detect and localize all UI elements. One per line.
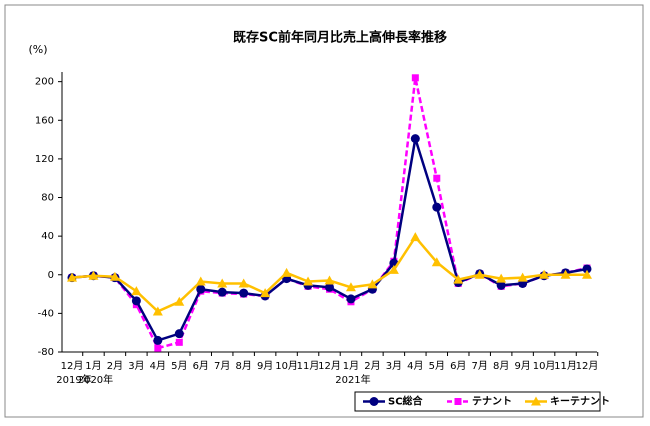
data-point	[196, 284, 206, 294]
data-point	[174, 296, 185, 306]
y-tick-label: 160	[35, 115, 54, 126]
data-point	[432, 202, 442, 212]
data-point	[582, 264, 592, 274]
y-tick-label: 0	[48, 270, 54, 281]
year-label: 2021年	[335, 373, 370, 386]
x-tick-label: 6月	[193, 360, 209, 372]
data-point	[88, 270, 99, 280]
x-tick-label: 4月	[407, 360, 423, 372]
data-point	[345, 282, 356, 292]
data-point	[433, 174, 441, 182]
data-point	[496, 280, 506, 290]
legend-label: SC総合	[388, 395, 424, 408]
chart-frame	[4, 4, 644, 418]
x-tick-label: 2月	[364, 360, 380, 372]
x-tick-label: 12月	[61, 360, 84, 372]
x-tick-label: 1月	[85, 360, 101, 372]
x-tick-label: 10月	[533, 360, 556, 372]
x-tick-label: 7月	[214, 360, 230, 372]
data-point	[131, 296, 141, 306]
legend-marker	[369, 397, 379, 406]
chart-title: 既存SC前年同月比売上高伸長率推移	[233, 30, 447, 46]
y-axis-label: (%)	[28, 43, 47, 56]
year-label: 2019年	[56, 373, 91, 386]
x-tick-label: 10月	[275, 360, 298, 372]
x-tick-label: 12月	[318, 360, 341, 372]
x-tick-label: 8月	[493, 360, 509, 372]
data-point	[195, 276, 206, 286]
y-tick-label: 40	[41, 231, 54, 242]
data-point	[388, 264, 399, 274]
data-point	[431, 257, 442, 267]
data-point	[152, 306, 163, 316]
x-tick-label: 3月	[386, 360, 402, 372]
legend-marker	[531, 396, 541, 406]
legend-label: キーテナント	[550, 396, 610, 408]
x-tick-label: 9月	[514, 360, 530, 372]
data-point	[109, 271, 120, 281]
data-point	[410, 134, 420, 144]
data-point	[474, 269, 485, 279]
x-tick-label: 8月	[235, 360, 251, 372]
x-tick-label: 6月	[450, 360, 466, 372]
data-point	[582, 269, 592, 279]
data-point	[411, 74, 419, 82]
data-point	[560, 269, 571, 279]
y-tick-label: -80	[38, 347, 54, 358]
data-point	[410, 232, 421, 242]
legend-marker	[454, 398, 462, 405]
x-tick-label: 5月	[171, 360, 187, 372]
data-point	[239, 288, 249, 298]
data-point	[453, 274, 464, 284]
legend-box	[354, 391, 601, 412]
data-point	[217, 287, 227, 297]
data-point	[496, 273, 507, 283]
data-point	[67, 272, 77, 282]
data-point	[238, 278, 249, 288]
data-point	[346, 294, 356, 304]
legend-label: テナント	[472, 396, 512, 408]
data-point	[174, 329, 184, 339]
data-point	[517, 272, 528, 282]
year-label: 2020年	[78, 373, 113, 386]
x-tick-label: 7月	[472, 360, 488, 372]
data-point	[281, 267, 292, 277]
y-tick-label: -40	[38, 308, 54, 319]
x-tick-label: 11月	[554, 360, 577, 372]
data-point	[153, 335, 163, 345]
x-tick-label: 11月	[297, 360, 320, 372]
data-point	[324, 275, 335, 285]
data-point	[175, 338, 183, 346]
data-point	[367, 279, 378, 289]
data-point	[325, 282, 334, 292]
x-tick-label: 5月	[429, 360, 445, 372]
x-tick-label: 1月	[343, 360, 359, 372]
x-tick-label: 9月	[257, 360, 273, 372]
data-point	[217, 278, 228, 288]
data-point	[539, 269, 550, 279]
data-point	[303, 276, 314, 286]
x-tick-label: 12月	[576, 360, 599, 372]
x-tick-label: 2月	[107, 360, 123, 372]
x-tick-label: 4月	[150, 360, 166, 372]
x-tick-label: 3月	[128, 360, 144, 372]
data-point	[131, 286, 142, 296]
data-point	[260, 288, 271, 298]
y-tick-label: 120	[35, 154, 54, 165]
y-tick-label: 200	[35, 77, 54, 88]
data-point	[154, 344, 162, 352]
y-tick-label: 80	[41, 193, 54, 204]
